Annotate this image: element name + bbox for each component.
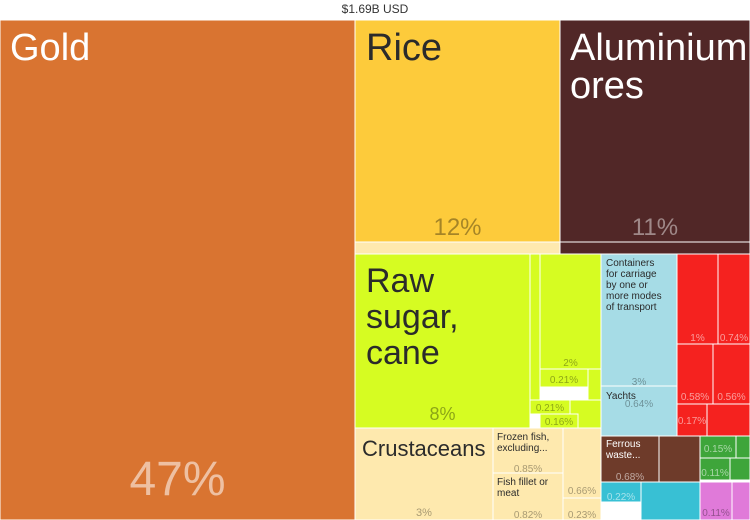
- tile-name-rice: Rice: [366, 27, 442, 69]
- minor-tile-9[interactable]: [706, 403, 750, 437]
- tile-name-containers-for-carriage-by-one-or-more-modes-of-transport-line-4: more modes: [606, 291, 662, 302]
- minor-tile-4[interactable]: [587, 368, 602, 401]
- tile-name-frozen-fish-excluding-line-2: excluding...: [497, 443, 548, 454]
- tile-value-item-13: 1%: [690, 333, 705, 344]
- tile-value-ferrous-waste: 0.68%: [616, 472, 644, 483]
- tile-name-raw-sugar-cane-line-3: cane: [366, 334, 440, 372]
- tile-value-containers-for-carriage-by-one-or-more-modes-of-transport: 3%: [632, 377, 647, 388]
- tile-name-raw-sugar-cane-line-2: sugar,: [366, 298, 459, 336]
- tile-value-frozen-fish-excluding: 0.85%: [514, 464, 542, 475]
- tile-item-21[interactable]: [539, 413, 579, 429]
- tile-value-gold: 47%: [129, 453, 225, 506]
- tile-raw-sugar-cane[interactable]: [354, 253, 531, 429]
- tile-item-22[interactable]: [600, 481, 642, 503]
- tile-aluminium-ores[interactable]: [559, 19, 750, 243]
- tile-value-yachts: 0.64%: [625, 399, 653, 410]
- minor-tile-2[interactable]: [559, 241, 750, 255]
- minor-tile-1[interactable]: [354, 241, 561, 255]
- tile-name-raw-sugar-cane-line-1: Raw: [366, 262, 434, 300]
- tile-fish-fillet-or-meat[interactable]: [492, 472, 564, 520]
- tile-value-item-15: 0.58%: [681, 392, 709, 403]
- minor-tile-13[interactable]: [731, 481, 750, 520]
- minor-tile-12[interactable]: [729, 457, 750, 481]
- tile-name-fish-fillet-or-meat-line-2: meat: [497, 488, 519, 499]
- tile-rice[interactable]: [354, 19, 561, 243]
- tile-yachts[interactable]: [600, 385, 678, 437]
- tile-value-fish-fillet-or-meat: 0.82%: [514, 510, 542, 520]
- tile-gold[interactable]: [0, 19, 356, 520]
- tile-name-containers-for-carriage-by-one-or-more-modes-of-transport-line-3: by one or: [606, 280, 648, 291]
- tile-name-crustaceans: Crustaceans: [362, 436, 486, 461]
- tile-value-item-16: 0.56%: [717, 392, 745, 403]
- tile-item-19[interactable]: [539, 368, 589, 388]
- tile-name-aluminium-ores-line-1: Aluminium: [570, 27, 747, 69]
- tile-value-item-17: 0.17%: [678, 416, 706, 427]
- tile-item-25[interactable]: [699, 481, 733, 520]
- tile-value-aluminium-ores: 11%: [632, 214, 678, 241]
- tile-item-24[interactable]: [699, 457, 731, 481]
- tile-value-rice: 12%: [433, 214, 481, 241]
- tile-name-containers-for-carriage-by-one-or-more-modes-of-transport-line-5: of transport: [606, 302, 657, 313]
- tile-item-14[interactable]: [717, 253, 750, 345]
- tile-value-item-18: 2%: [563, 358, 578, 369]
- tile-name-containers-for-carriage-by-one-or-more-modes-of-transport-line-2: for carriage: [606, 269, 657, 280]
- tile-item-17[interactable]: [676, 403, 708, 437]
- tile-value-item-25: 0.11%: [702, 508, 730, 519]
- tile-name-ferrous-waste-line-2: waste...: [605, 450, 640, 461]
- tile-value-item-8: 0.66%: [568, 486, 596, 497]
- chart-title: $1.69B USD: [342, 2, 409, 16]
- tile-name-fish-fillet-or-meat-line-1: Fish fillet or: [497, 477, 549, 488]
- tile-value-item-22: 0.22%: [607, 492, 635, 503]
- tile-name-gold: Gold: [10, 27, 90, 69]
- tile-value-item-24: 0.11%: [701, 468, 729, 479]
- tile-value-item-9: 0.23%: [568, 510, 596, 520]
- tile-frozen-fish-excluding[interactable]: [492, 427, 564, 474]
- minor-tile-10[interactable]: [640, 481, 701, 520]
- tile-name-frozen-fish-excluding-line-1: Frozen fish,: [497, 432, 549, 443]
- tile-name-containers-for-carriage-by-one-or-more-modes-of-transport-line-1: Containers: [606, 258, 654, 269]
- tile-value-crustaceans: 3%: [416, 507, 432, 519]
- tile-value-item-21: 0.16%: [545, 417, 573, 428]
- tile-item-16[interactable]: [712, 343, 750, 405]
- tile-ferrous-waste[interactable]: [600, 435, 660, 483]
- minor-tile-3[interactable]: [529, 253, 541, 401]
- minor-tile-11[interactable]: [735, 435, 750, 459]
- tile-value-item-19: 0.21%: [550, 375, 578, 386]
- tile-name-aluminium-ores-line-2: ores: [570, 65, 644, 107]
- minor-tile-8[interactable]: [658, 435, 701, 483]
- tile-crustaceans[interactable]: [354, 427, 494, 520]
- tile-value-item-20: 0.21%: [536, 403, 564, 414]
- tile-name-ferrous-waste-line-1: Ferrous: [606, 439, 640, 450]
- tile-item-13[interactable]: [676, 253, 719, 345]
- tile-item-18[interactable]: [539, 253, 602, 370]
- tile-name-yachts: Yachts: [606, 391, 636, 402]
- tile-item-9[interactable]: [562, 497, 602, 520]
- tile-value-raw-sugar-cane: 8%: [429, 404, 455, 424]
- tile-value-item-14: 0.74%: [720, 333, 748, 344]
- tile-value-item-23: 0.15%: [704, 444, 732, 455]
